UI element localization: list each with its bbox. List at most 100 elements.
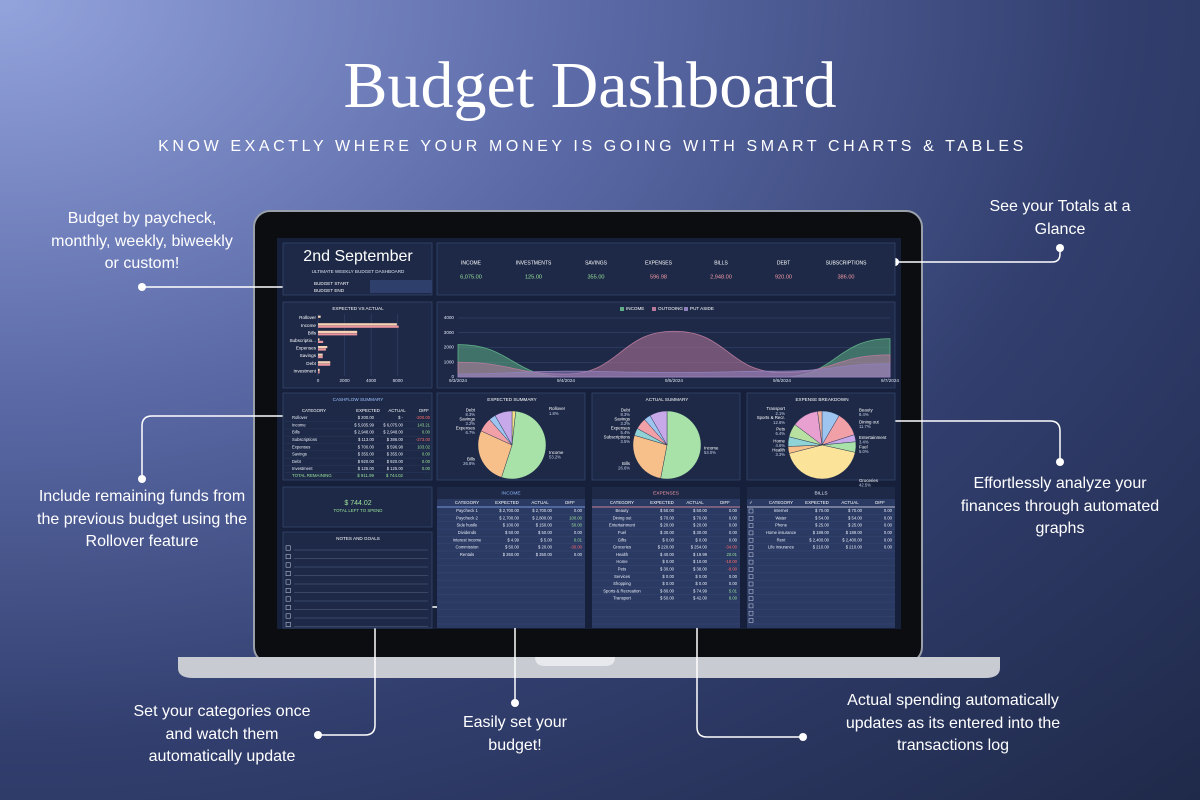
table-cell: Internet [774,508,789,513]
bar [318,371,320,374]
table-cell: Gifts [618,537,627,542]
table-cell: $ 2,948.00 [383,430,403,435]
table-cell: Side hustle [457,523,478,528]
table-cell: $ 50.00 [660,596,675,601]
table-cell: $ 355.00 [358,452,375,457]
y-tick-label: Debt [306,361,316,366]
budget-start: BUDGET START [314,281,349,286]
x-tick-label: 9/4/2024 [557,378,575,383]
checkbox [285,562,291,568]
left-to-spend-label: TOTAL LEFT TO SPEND [334,508,383,513]
table-cell: $ - [398,415,403,420]
checkbox [748,596,754,601]
pie-value-label: 11.7% [859,424,871,429]
checkbox [285,554,291,559]
table-cell: $ 0.00 [695,581,707,586]
table-cell: -200.00 [416,415,431,420]
checkbox [285,588,291,593]
table-header: ✓ [749,500,753,505]
table-header: DIFF [875,500,885,505]
table-cell: $ 355.00 [387,452,404,457]
table-cell: 0.00 [729,574,738,579]
table-header: EXPECTED [650,500,674,505]
table-cell: 0.00 [729,537,738,542]
table-cell: Services [614,574,630,579]
table-cell: Sports & Recreation [603,588,641,593]
pie-value-label: 3.2% [465,421,475,426]
pie-slice [477,430,513,478]
pie-label: Income [549,450,564,455]
checkbox [748,567,754,572]
pie-label: Pets [776,427,786,432]
total-value: 596.98 [650,274,667,280]
x-tick-label: 9/6/2024 [773,378,791,383]
table-header: CATEGORY [455,500,479,505]
table-cell: $ 0.00 [662,537,674,542]
pie-value-label: 26.6% [618,465,630,470]
checkbox [748,516,754,521]
table-title-bar [437,487,585,499]
bar [318,325,399,328]
table-cell: $ 350.00 [536,552,553,557]
callout: See your Totals at a Glance [989,198,1131,238]
pie-value-label: 26.8% [463,461,475,466]
table-cell: $ 42.00 [693,596,708,601]
chart-title: EXPENSE BREAKDOWN [795,397,848,402]
table-cell: 143.21 [417,422,430,427]
table-cell: Investment [292,466,313,471]
pie-value-label: 2.1% [775,411,785,416]
table-cell: 0.00 [729,581,738,586]
total-label: INVESTMENTS [516,260,552,266]
table-cell: Groceries [613,545,631,550]
table-cell: $ 113.00 [358,437,375,442]
table-cell: 0.00 [422,452,431,457]
table-cell: $ 50.00 [505,545,520,550]
pie-slice [817,410,823,446]
table-cell: $ 40.00 [660,552,675,557]
table-cell: 0.01 [574,537,583,542]
table-panel [437,487,585,628]
pie-label: Debt [466,407,476,412]
y-tick-label: Expenses [296,346,317,351]
bar [318,361,331,364]
legend-label: OUTGOING [658,306,683,311]
table-header: CATEGORY [769,500,793,505]
table-title: CASHFLOW SUMMARY [333,397,384,402]
table-cell: $ 25.00 [815,523,830,528]
checkbox [748,508,754,514]
checkbox [285,596,291,602]
page-subtitle: KNOW EXACTLY WHERE YOUR MONEY IS GOING W… [158,138,1027,155]
table-cell: $ 50.00 [693,508,708,513]
table-cell: 0.00 [422,459,431,464]
pie-value-label: 5.4% [620,430,630,435]
x-tick-label: 0 [317,378,320,383]
table-cell: Rollover [292,415,308,420]
table-cell: Commission [455,545,479,550]
table-cell: $ 0.00 [662,574,674,579]
table-cell: Home insurance [766,530,797,535]
table-cell: $ 2,700.00 [532,508,552,513]
table-cell: $ 2,400.00 [842,537,862,542]
table-cell: $ 70.00 [815,508,830,513]
y-tick-label: Rollover [299,315,316,320]
table-cell: Fuel [618,530,626,535]
total-label: INCOME [461,260,482,266]
table-cell: Water [775,515,787,520]
table-cell: Beauty [615,508,629,513]
total-label: BILLS [714,260,728,266]
table-cell: Expenses [292,444,310,449]
laptop-base [178,657,1000,678]
table-cell: $ 74.99 [693,588,708,593]
table-header: ACTUAL [686,500,704,505]
table-cell: $ 50.00 [505,530,520,535]
table-cell: Pets [618,567,626,572]
pie-value-label: 8.3% [465,412,475,417]
table-cell: Subscriptions [292,437,317,442]
pie-value-label: 1.8% [549,411,559,416]
x-tick-label: 4000 [366,378,377,383]
table-cell: $ 920.00 [387,459,404,464]
table-cell: 0.00 [729,530,738,535]
table-cell: $ 54.00 [815,515,830,520]
total-value: 355.00 [587,274,604,280]
